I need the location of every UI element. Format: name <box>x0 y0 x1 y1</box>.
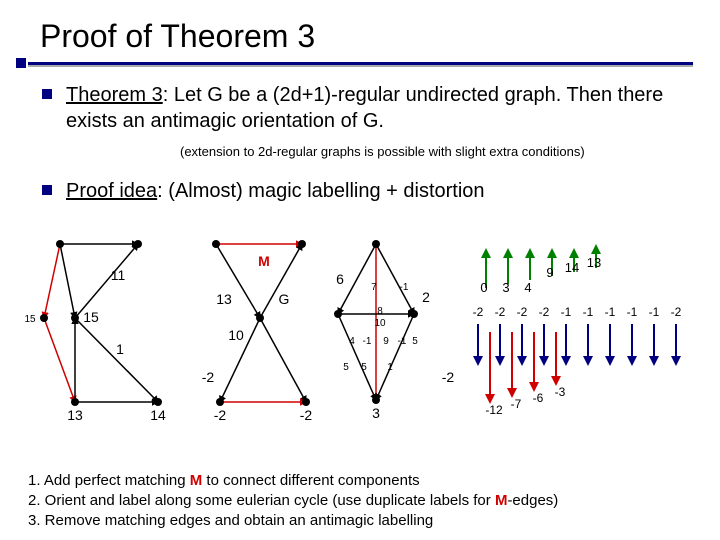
svg-text:13: 13 <box>67 407 83 423</box>
bullet-2-text: Proof idea: (Almost) magic labelling + d… <box>66 178 485 204</box>
svg-text:14: 14 <box>150 407 166 423</box>
footer-3: 3. Remove matching edges and obtain an a… <box>28 512 433 529</box>
bullet-1: Theorem 3: Let G be a (2d+1)-regular und… <box>42 82 682 134</box>
svg-text:-2: -2 <box>517 305 528 319</box>
svg-text:10: 10 <box>374 318 386 329</box>
svg-text:-1: -1 <box>363 336 372 347</box>
bullet-1-text: Theorem 3: Let G be a (2d+1)-regular und… <box>66 82 682 134</box>
svg-text:-1: -1 <box>398 336 407 347</box>
svg-text:M: M <box>258 253 270 269</box>
svg-text:15: 15 <box>83 309 99 325</box>
svg-text:1: 1 <box>387 362 393 373</box>
svg-text:-12: -12 <box>485 403 503 417</box>
diagram: -11215151314111-11-2-2M13G10-2-2367-1104… <box>20 232 710 452</box>
svg-text:14: 14 <box>565 260 579 275</box>
bullet-icon <box>42 185 52 195</box>
svg-text:-1: -1 <box>605 305 616 319</box>
svg-text:5: 5 <box>343 362 349 373</box>
svg-text:-1: -1 <box>649 305 660 319</box>
svg-text:-2: -2 <box>214 407 227 423</box>
footer-2: 2. Orient and label along some eulerian … <box>28 492 558 509</box>
svg-text:2: 2 <box>422 289 430 305</box>
svg-text:-1: -1 <box>561 305 572 319</box>
svg-text:0: 0 <box>480 280 487 295</box>
svg-text:4: 4 <box>349 336 355 347</box>
extension-note: (extension to 2d-regular graphs is possi… <box>180 144 585 159</box>
title-rule <box>28 62 693 65</box>
theorem-label: Theorem 3 <box>66 84 163 106</box>
svg-text:-2: -2 <box>442 369 455 385</box>
proof-idea-label: Proof idea <box>66 180 157 202</box>
svg-text:-1: -1 <box>400 282 409 293</box>
svg-text:-2: -2 <box>370 232 383 235</box>
svg-text:-3: -3 <box>555 385 566 399</box>
svg-text:8: 8 <box>377 306 383 317</box>
svg-text:-2: -2 <box>539 305 550 319</box>
svg-text:9: 9 <box>383 336 389 347</box>
svg-text:1: 1 <box>298 232 306 235</box>
svg-text:-2: -2 <box>671 305 682 319</box>
svg-text:-1: -1 <box>54 232 67 235</box>
rule-dot <box>16 58 26 68</box>
svg-text:11: 11 <box>111 267 126 283</box>
svg-text:6: 6 <box>336 271 344 287</box>
svg-text:7: 7 <box>371 282 377 293</box>
footer-1: 1. Add perfect matching M to connect dif… <box>28 472 420 489</box>
bullet-2: Proof idea: (Almost) magic labelling + d… <box>42 178 682 204</box>
svg-text:-2: -2 <box>300 407 313 423</box>
svg-text:-1: -1 <box>210 232 223 235</box>
svg-text:-1: -1 <box>627 305 638 319</box>
svg-text:-2: -2 <box>473 305 484 319</box>
svg-text:-2: -2 <box>202 369 215 385</box>
svg-text:-2: -2 <box>495 305 506 319</box>
svg-text:-6: -6 <box>533 391 544 405</box>
svg-text:G: G <box>279 291 290 307</box>
svg-text:13: 13 <box>587 255 601 270</box>
bullet-icon <box>42 89 52 99</box>
svg-text:-1: -1 <box>583 305 594 319</box>
svg-text:-7: -7 <box>511 397 522 411</box>
svg-text:4: 4 <box>524 280 531 295</box>
proof-idea-rest: : (Almost) magic labelling + distortion <box>157 180 484 202</box>
svg-text:3: 3 <box>372 405 380 421</box>
svg-text:5: 5 <box>361 362 367 373</box>
svg-text:13: 13 <box>216 291 232 307</box>
svg-text:9: 9 <box>546 265 553 280</box>
slide-title: Proof of Theorem 3 <box>40 18 315 55</box>
svg-text:3: 3 <box>502 280 509 295</box>
svg-text:10: 10 <box>228 327 244 343</box>
svg-text:1: 1 <box>116 341 124 357</box>
svg-text:12: 12 <box>130 232 146 235</box>
svg-text:5: 5 <box>412 336 418 347</box>
svg-text:15: 15 <box>24 314 36 325</box>
